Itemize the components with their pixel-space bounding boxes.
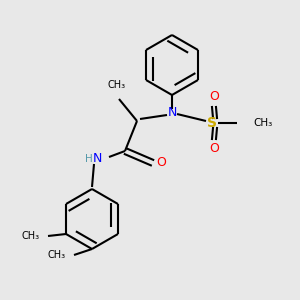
Text: CH₃: CH₃: [22, 231, 40, 241]
Text: CH₃: CH₃: [253, 118, 272, 128]
Text: H: H: [85, 154, 93, 164]
Text: N: N: [167, 106, 177, 119]
Text: CH₃: CH₃: [48, 250, 66, 260]
Text: O: O: [156, 157, 166, 169]
Text: S: S: [207, 116, 217, 130]
Text: N: N: [92, 152, 102, 166]
Text: O: O: [209, 142, 219, 155]
Text: O: O: [209, 91, 219, 103]
Text: CH₃: CH₃: [108, 80, 126, 90]
